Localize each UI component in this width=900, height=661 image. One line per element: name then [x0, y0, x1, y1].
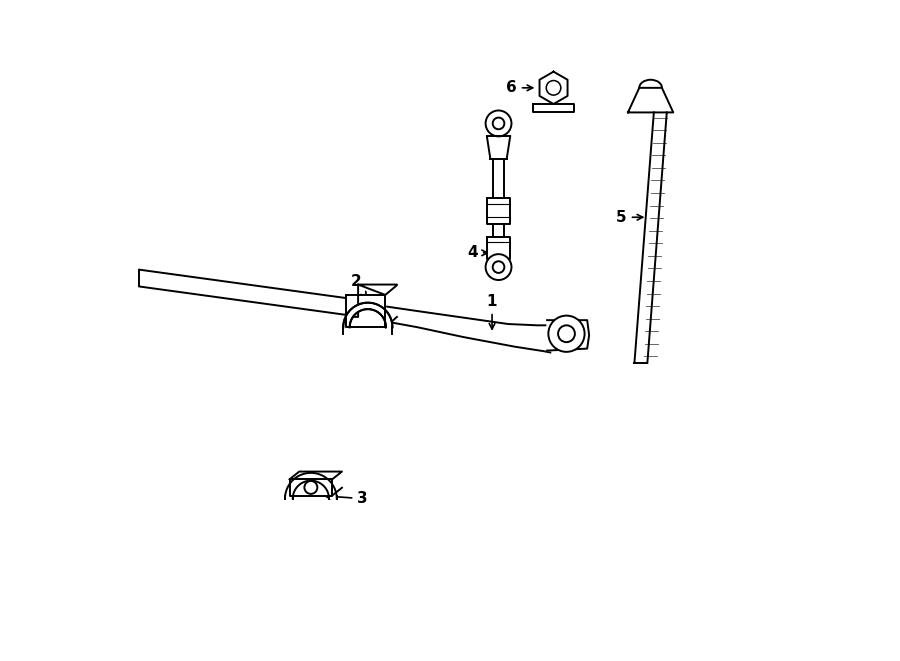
Polygon shape: [539, 71, 568, 104]
Polygon shape: [382, 306, 550, 352]
Polygon shape: [492, 223, 504, 237]
Circle shape: [486, 110, 511, 136]
Text: 6: 6: [506, 81, 533, 95]
Polygon shape: [487, 198, 510, 223]
Polygon shape: [285, 473, 337, 499]
Text: 1: 1: [487, 294, 498, 329]
Text: 4: 4: [467, 245, 488, 260]
Polygon shape: [140, 270, 356, 316]
Polygon shape: [487, 237, 510, 259]
Polygon shape: [534, 104, 574, 112]
Polygon shape: [290, 479, 344, 496]
Circle shape: [548, 315, 585, 352]
Circle shape: [486, 254, 511, 280]
Polygon shape: [634, 112, 667, 363]
Circle shape: [546, 81, 561, 95]
Circle shape: [304, 481, 318, 494]
Polygon shape: [487, 136, 510, 159]
Text: 2: 2: [351, 274, 366, 297]
Circle shape: [558, 325, 575, 342]
Text: 3: 3: [325, 491, 368, 506]
Circle shape: [492, 261, 504, 273]
Polygon shape: [547, 320, 590, 350]
Polygon shape: [346, 295, 385, 327]
Text: 5: 5: [616, 210, 643, 225]
Polygon shape: [343, 303, 392, 327]
Circle shape: [492, 118, 504, 130]
Polygon shape: [628, 88, 673, 112]
Polygon shape: [492, 159, 504, 198]
